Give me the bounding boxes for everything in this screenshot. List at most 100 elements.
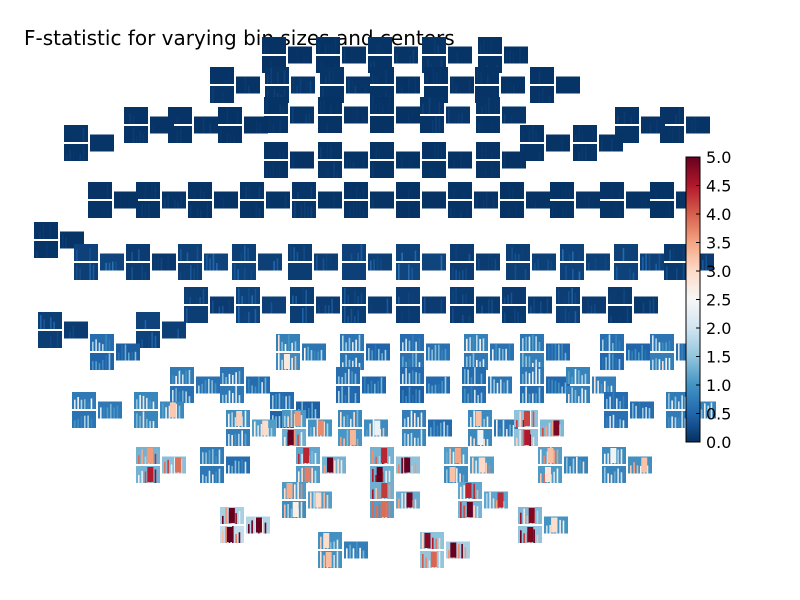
sensor-map-streak xyxy=(510,115,513,124)
sensor-map-streak xyxy=(514,264,517,280)
sensor-map-streak xyxy=(658,254,661,271)
sensor-map-background xyxy=(240,182,264,199)
sensor-map-peak xyxy=(226,527,233,542)
sensor-map-streak xyxy=(710,402,713,419)
sensor-map-streak xyxy=(525,356,527,370)
sensor-map-streak xyxy=(306,79,308,94)
sensor-map-streak xyxy=(658,359,661,370)
sensor-map-streak xyxy=(491,299,493,314)
sensor-map-background xyxy=(394,46,418,64)
sensor-map-streak xyxy=(662,209,664,218)
sensor-map-streak xyxy=(463,155,465,169)
sensor-map-streak xyxy=(342,335,344,351)
sensor-map-streak xyxy=(569,466,571,474)
sensor-map-streak xyxy=(618,340,621,351)
sensor-map-streak xyxy=(509,424,511,437)
sensor-map-streak xyxy=(470,436,472,446)
sensor-map-streak xyxy=(414,437,416,446)
sensor-map-peak xyxy=(497,492,504,508)
sensor-map-streak xyxy=(408,188,410,199)
sensor-map-streak xyxy=(331,299,333,314)
sensor-map-streak xyxy=(154,185,157,199)
sensor-map-streak xyxy=(248,288,250,304)
sensor-map-streak xyxy=(154,335,157,348)
sensor-map-streak xyxy=(188,396,191,403)
sensor-map-streak xyxy=(292,108,294,124)
sensor-map-streak xyxy=(488,143,490,159)
sensor-map-streak xyxy=(468,80,471,94)
sensor-map-streak xyxy=(79,131,81,142)
sensor-map-streak xyxy=(682,263,685,280)
sensor-map-streak xyxy=(186,129,189,143)
sensor-map-streak xyxy=(305,114,307,124)
sensor-map-streak xyxy=(275,416,277,428)
sensor-map-background xyxy=(650,182,674,199)
sensor-map-streak xyxy=(483,418,485,427)
sensor-map-streak xyxy=(314,409,317,419)
sensor-map-streak xyxy=(121,344,123,361)
sensor-map-streak xyxy=(553,471,555,483)
sensor-map-streak xyxy=(308,291,311,304)
sensor-map-streak xyxy=(578,396,580,403)
sensor-map-streak xyxy=(231,412,233,427)
sensor-map-streak xyxy=(565,203,567,218)
sensor-map-peak xyxy=(523,411,530,426)
sensor-map-streak xyxy=(267,74,269,84)
sensor-map-streak xyxy=(132,128,135,143)
sensor-map-streak xyxy=(228,299,231,314)
sensor-map-background xyxy=(556,76,580,94)
sensor-map-streak xyxy=(240,251,243,261)
sensor-map-streak xyxy=(343,438,345,446)
sensor-map-streak xyxy=(291,342,293,351)
sensor-map-streak xyxy=(532,87,534,103)
sensor-map-streak xyxy=(568,190,571,199)
sensor-map-streak xyxy=(310,206,313,218)
sensor-map-streak xyxy=(154,469,157,483)
sensor-map-streak xyxy=(634,348,637,361)
sensor-map-streak xyxy=(341,386,343,403)
sensor-map-streak xyxy=(168,405,171,419)
sensor-map-streak xyxy=(516,48,518,64)
sensor-map-streak xyxy=(402,342,404,351)
sensor-map-streak xyxy=(98,342,101,351)
sensor-map-streak xyxy=(571,376,573,384)
sensor-map-streak xyxy=(436,425,439,437)
sensor-map-streak xyxy=(291,357,293,370)
sensor-map-streak xyxy=(498,348,501,361)
sensor-map-streak xyxy=(408,78,410,94)
sensor-map-streak xyxy=(642,407,644,419)
sensor-map-streak xyxy=(522,54,525,64)
sensor-map-streak xyxy=(112,261,114,271)
sensor-map-streak xyxy=(405,361,407,370)
sensor-map-streak xyxy=(546,298,549,314)
sensor-map-streak xyxy=(571,387,573,403)
colorbar-tick-label: 5.0 xyxy=(706,148,731,167)
sensor-map-streak xyxy=(174,199,176,209)
sensor-map-streak xyxy=(358,334,361,351)
sensor-map-streak xyxy=(95,361,97,370)
sensor-map-streak xyxy=(234,460,237,474)
sensor-map-streak xyxy=(508,343,511,361)
sensor-map-streak xyxy=(491,257,493,271)
sensor-map-background xyxy=(90,134,114,152)
sensor-map-streak xyxy=(620,449,623,464)
sensor-map-streak xyxy=(548,95,551,103)
sensor-map-streak xyxy=(540,449,542,464)
sensor-map-streak xyxy=(102,344,104,351)
sensor-map-streak xyxy=(407,434,409,446)
sensor-map-streak xyxy=(635,405,637,419)
sensor-map-streak xyxy=(474,367,476,384)
sensor-map-streak xyxy=(668,127,671,143)
sensor-map-streak xyxy=(432,537,434,549)
sensor-map-streak xyxy=(597,380,599,394)
sensor-map-streak xyxy=(446,451,448,464)
sensor-map-streak xyxy=(507,295,509,304)
sensor-map-streak xyxy=(463,485,465,499)
sensor-map-streak xyxy=(422,532,424,549)
sensor-map-streak xyxy=(411,267,413,280)
sensor-map-streak xyxy=(84,399,86,409)
colorbar-tick-label: 3.5 xyxy=(706,234,731,253)
sensor-map-streak xyxy=(566,457,568,474)
sensor-map-streak xyxy=(254,421,256,437)
sensor-map-streak xyxy=(288,395,291,409)
